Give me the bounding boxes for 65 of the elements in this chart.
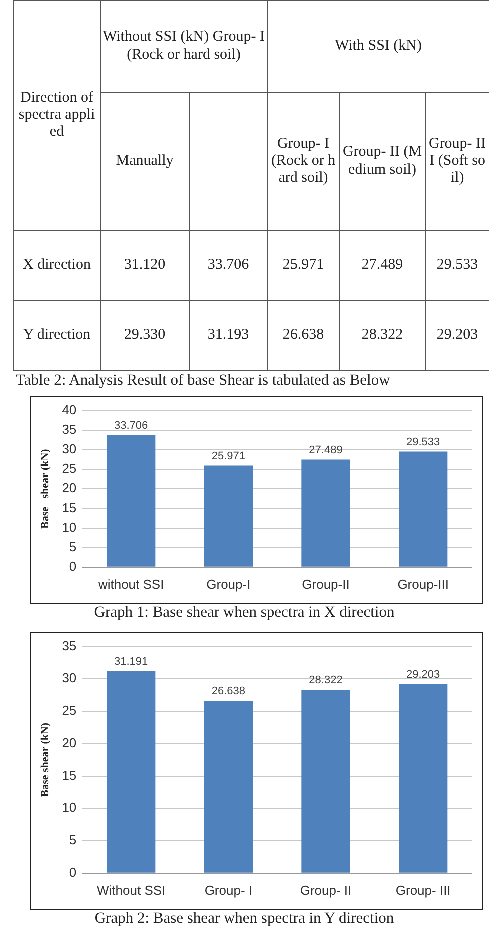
data-label: 29.203: [406, 668, 440, 681]
x-tick-label: Group- III: [396, 882, 451, 898]
y-tick-label: 30: [62, 670, 77, 686]
text: 26.638: [268, 300, 340, 370]
y-tick-label: 20: [62, 480, 77, 496]
y-tick-label: 15: [62, 500, 77, 516]
y-tick-label: 20: [62, 735, 77, 750]
text: 31.120: [100, 230, 190, 300]
bar: [106, 435, 156, 567]
data-label: 29.533: [406, 436, 440, 448]
y-tick-label: 10: [62, 800, 77, 816]
y-tick-label: 35: [62, 638, 77, 654]
text: 33.706: [190, 230, 268, 300]
x-tick-label: Group- II: [300, 882, 352, 898]
text: Graph 1: Base shear when spectra in X direction: [93, 604, 396, 622]
y-tick-label: 5: [69, 832, 77, 848]
bar: [106, 671, 156, 873]
data-label: 28.322: [309, 674, 343, 687]
caption: Table 2: Analysis Result of base Shear is tabulated as Below: [16, 372, 392, 390]
y-tick-label: 25: [62, 461, 77, 476]
y-tick-label: 15: [62, 768, 77, 783]
y-tick-label: 40: [62, 402, 77, 418]
text: 29.203: [426, 300, 489, 370]
bar: [302, 460, 350, 567]
text: Group- II (Medium soil): [340, 92, 426, 230]
x-tick-label: without SSI: [97, 576, 164, 592]
x-tick-label: Group-II: [302, 576, 350, 592]
bar: [204, 700, 253, 873]
text: Group- III (Soft soil): [426, 92, 489, 230]
text: Without SSI (kN) Group- I (Rock or hard soil): [100, 0, 268, 92]
text: 25.971: [268, 230, 340, 300]
text: Group- I (Rock or hard soil): [268, 92, 340, 230]
x-tick-label: Group- I: [204, 882, 253, 898]
bar: [302, 690, 350, 873]
data-label: 25.971: [212, 450, 246, 462]
x-tick-label: Group-I: [206, 576, 251, 592]
y-tick-label: 5: [69, 539, 77, 554]
y-tick-label: 10: [62, 520, 77, 535]
y-tick-label: 30: [62, 442, 77, 457]
text: With SSI (kN): [268, 0, 489, 92]
bar: [204, 466, 253, 567]
text: 31.193: [190, 300, 268, 370]
data-label: 27.489: [309, 444, 343, 456]
y-axis-title: Base shear (kN): [39, 448, 52, 530]
text: Y direction: [14, 300, 100, 370]
x-tick-label: Group-III: [398, 576, 449, 592]
y-tick-label: 25: [62, 703, 77, 718]
bar: [399, 684, 448, 873]
text: Graph 2: Base shear when spectra in Y direction: [94, 910, 396, 928]
y-tick-label: 0: [69, 864, 77, 880]
text: 29.330: [100, 300, 190, 370]
y-tick-label: 35: [62, 422, 77, 437]
text: Direction of spectra applied: [14, 0, 100, 230]
text: 28.322: [340, 300, 426, 370]
text: 29.533: [426, 230, 489, 300]
data-label: 33.706: [114, 420, 148, 432]
x-tick-label: Without SSI: [97, 882, 166, 898]
data-label: 26.638: [212, 685, 246, 698]
text: Manually: [100, 92, 190, 230]
bar: [399, 452, 448, 567]
data-label: 31.191: [114, 656, 148, 668]
y-axis-title: Base shear (kN): [39, 722, 52, 798]
text: X direction: [14, 230, 100, 300]
text: 27.489: [340, 230, 426, 300]
y-tick-label: 0: [69, 558, 77, 574]
